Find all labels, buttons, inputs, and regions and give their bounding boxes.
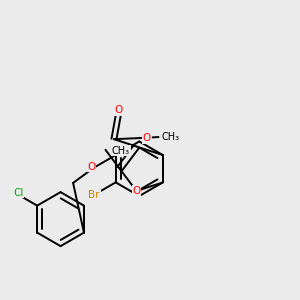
Text: CH₃: CH₃ [112, 146, 130, 156]
Text: O: O [114, 105, 122, 115]
Text: O: O [132, 186, 141, 196]
Text: O: O [88, 162, 96, 172]
Text: Br: Br [88, 190, 100, 200]
Text: Cl: Cl [13, 188, 23, 198]
Text: CH₃: CH₃ [161, 132, 179, 142]
Text: O: O [143, 133, 151, 143]
